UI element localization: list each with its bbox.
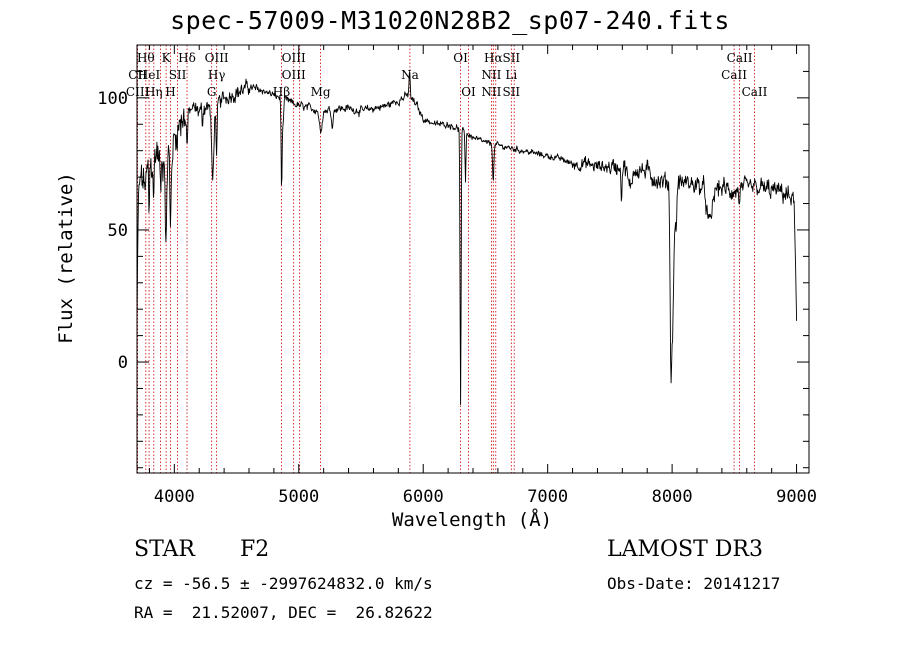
spectral-line-label: HeI <box>138 68 161 82</box>
spectral-line-label: CII <box>128 68 147 82</box>
survey-name: LAMOST DR3 <box>607 537 763 562</box>
spectral-line-markers <box>137 45 755 473</box>
spectral-line-label: CaII <box>727 51 753 65</box>
spectral-line-label: OIII <box>282 51 306 65</box>
object-class: STAR <box>134 537 195 562</box>
y-tick-label: 0 <box>118 353 128 373</box>
spectral-line-label: Hα <box>484 51 503 65</box>
spectral-line-label: Hδ <box>178 51 196 65</box>
spectral-line-label: SII <box>502 51 520 65</box>
spectral-line-label: OIII <box>282 68 306 82</box>
spectral-line-label: Mg <box>311 85 331 99</box>
spectral-line-label: OI <box>461 85 476 99</box>
y-axis-label: Flux (relative) <box>55 172 77 344</box>
x-tick-label: 6000 <box>403 487 444 507</box>
spectral-line-label: Hη <box>145 85 163 99</box>
spectral-line-label: OIII <box>205 51 229 65</box>
x-tick-label: 5000 <box>278 487 319 507</box>
plot-frame <box>136 44 810 474</box>
spectral-line-label: Hγ <box>208 68 226 82</box>
ra-dec-text: RA = 21.52007, DEC = 26.82622 <box>134 603 433 622</box>
x-tick-label: 9000 <box>776 487 817 507</box>
spectral-line-label: CaII <box>721 68 747 82</box>
x-tick-label: 8000 <box>652 487 693 507</box>
axis-ticks: 4000 5000 6000 7000 8000 9000 0 50 100 <box>97 44 817 507</box>
spectral-line-label: K <box>162 51 172 65</box>
spectral-line-label: Hβ <box>273 85 290 99</box>
y-tick-label: 100 <box>97 89 128 109</box>
chart-title: spec-57009-M31020N28B2_sp07-240.fits <box>170 6 730 35</box>
spectral-line-label: CIII <box>126 85 150 99</box>
spectral-line-label: SII <box>502 85 520 99</box>
spectral-line-label: NII <box>481 85 501 99</box>
spectral-line-label: CaII <box>742 85 768 99</box>
redshift-text: cz = -56.5 ± -2997624832.0 km/s <box>134 574 433 593</box>
spectral-line-label: Hθ <box>137 51 155 65</box>
spectral-line-label: G <box>207 85 217 99</box>
spectral-line-label: OI <box>453 51 468 65</box>
x-tick-label: 7000 <box>527 487 568 507</box>
spectral-line-label: H <box>165 85 175 99</box>
object-subclass: F2 <box>240 537 270 562</box>
x-tick-label: 4000 <box>154 487 195 507</box>
spectral-line-labels: CII CIII Hθ HeI Hη K H SII Hδ G OIII Hγ Hβ OIII OIII Mg… <box>126 51 768 99</box>
spectrum-line <box>136 71 798 405</box>
obs-date-text: Obs-Date: 20141217 <box>607 574 781 593</box>
spectral-line-label: Na <box>401 68 419 82</box>
x-axis-label: Wavelength (Å) <box>391 509 553 531</box>
spectral-line-label: Li <box>505 68 517 82</box>
spectral-line-label: NII <box>481 68 501 82</box>
y-tick-label: 50 <box>108 221 128 241</box>
spectral-line-label: SII <box>169 68 187 82</box>
